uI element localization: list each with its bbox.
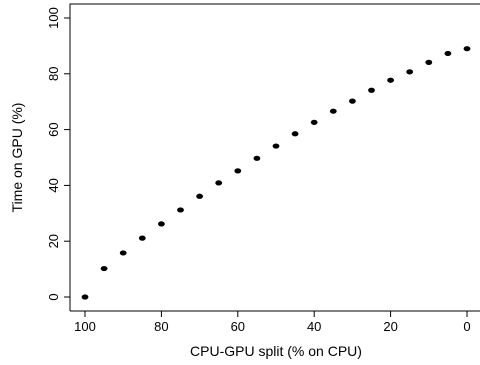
data-point <box>234 168 242 174</box>
data-point <box>291 131 299 137</box>
data-point <box>425 59 433 65</box>
data-point <box>138 235 146 241</box>
data-point <box>406 69 414 75</box>
plot-frame <box>69 3 480 312</box>
x-tick-label: 100 <box>74 319 96 334</box>
data-point <box>81 294 89 300</box>
data-point <box>349 98 356 104</box>
data-point <box>310 119 318 125</box>
data-point <box>119 250 127 256</box>
data-point <box>177 207 184 213</box>
plot-box <box>69 3 480 312</box>
y-tick-label: 100 <box>46 7 61 29</box>
data-point <box>272 143 280 149</box>
y-tick-label: 60 <box>46 122 61 136</box>
y-tick-label: 0 <box>46 293 61 300</box>
data-point <box>444 50 452 57</box>
x-axis-title: CPU-GPU split (% on CPU) <box>190 343 362 359</box>
data-point <box>158 221 165 227</box>
x-axis: 100 80 60 40 20 0 <box>74 310 471 334</box>
data-point <box>253 155 261 161</box>
x-tick-label: 0 <box>463 319 470 334</box>
y-tick-label: 20 <box>46 234 61 248</box>
data-points <box>81 46 471 300</box>
data-point <box>196 193 204 199</box>
data-point <box>100 265 108 272</box>
data-point <box>387 77 394 83</box>
data-point <box>329 108 337 114</box>
y-tick-label: 40 <box>46 178 61 192</box>
y-axis: 0 20 40 60 80 100 <box>46 7 71 301</box>
y-tick-label: 80 <box>46 67 61 81</box>
x-tick-label: 20 <box>383 319 397 334</box>
data-point <box>368 87 375 93</box>
x-tick-label: 40 <box>307 319 321 334</box>
data-point <box>215 180 223 186</box>
x-tick-label: 80 <box>154 319 168 334</box>
y-axis-title: Time on GPU (%) <box>9 103 25 213</box>
data-point <box>463 46 471 52</box>
x-tick-label: 60 <box>231 319 245 334</box>
